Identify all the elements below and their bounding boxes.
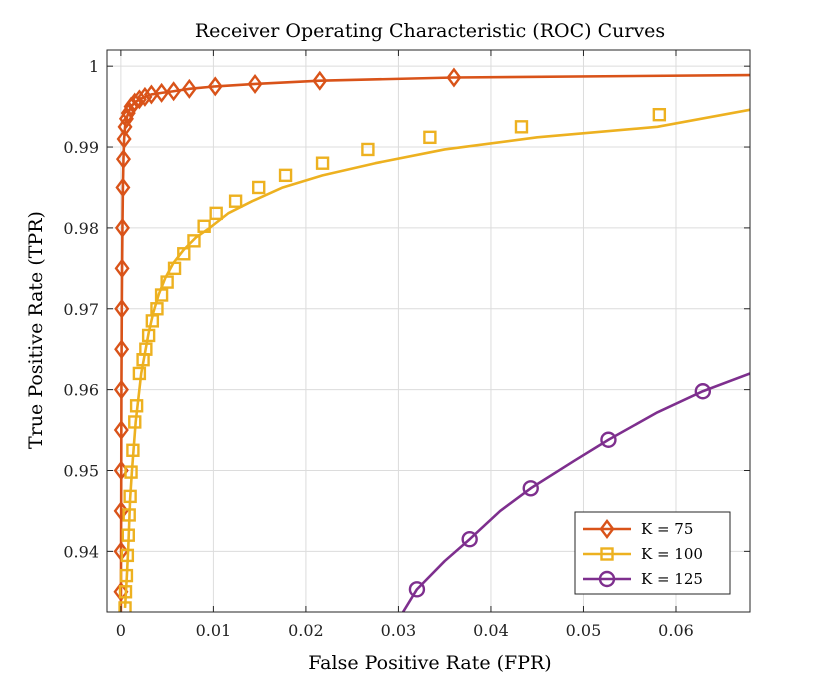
data-point-marker — [315, 156, 330, 170]
data-point-marker — [139, 342, 153, 356]
data-point-marker — [167, 261, 182, 276]
series-diamond — [113, 67, 750, 612]
data-point-marker — [177, 247, 191, 261]
data-point-marker — [126, 443, 140, 457]
data-point-marker — [228, 194, 243, 208]
legend-marker — [598, 570, 616, 588]
legend-label: K = 75 — [641, 520, 693, 538]
data-point-marker — [122, 508, 136, 522]
data-point-marker — [522, 480, 539, 497]
data-point-marker — [312, 70, 328, 91]
data-point-marker — [120, 103, 136, 124]
y-tick-label: 0.98 — [63, 219, 99, 238]
data-point-marker — [197, 219, 211, 233]
data-point-marker — [118, 585, 133, 599]
data-point-marker — [600, 431, 617, 448]
data-point-marker — [113, 379, 129, 400]
data-point-marker — [252, 180, 266, 195]
legend: K = 75 K = 100 K = 125 — [574, 511, 731, 595]
plot-frame — [106, 49, 751, 613]
data-point-marker — [115, 149, 131, 170]
data-point-marker — [114, 298, 130, 319]
data-point-marker — [131, 89, 147, 110]
data-point-marker — [120, 548, 135, 563]
data-point-marker — [114, 258, 130, 279]
data-point-marker — [209, 206, 223, 221]
data-point-marker — [446, 67, 462, 88]
data-point-marker — [113, 420, 129, 441]
grid-lines — [107, 50, 750, 612]
data-point-marker — [154, 288, 169, 302]
data-point-marker — [118, 108, 134, 129]
series-circle — [401, 372, 750, 612]
x-tick-label: 0.05 — [566, 621, 602, 640]
x-tick-label: 0.06 — [658, 621, 694, 640]
data-point-marker — [114, 339, 130, 360]
x-tick-label: 0.01 — [196, 621, 232, 640]
x-tick-label: 0.04 — [473, 621, 509, 640]
x-tick-label: 0.02 — [288, 621, 324, 640]
data-point-marker — [115, 177, 131, 198]
data-point-marker — [187, 234, 201, 248]
data-point-marker — [361, 142, 375, 157]
data-point-marker — [514, 120, 529, 134]
data-point-marker — [150, 302, 164, 316]
y-tick-label: 0.97 — [63, 300, 99, 319]
data-point-marker — [128, 415, 142, 429]
data-point-marker — [118, 601, 132, 612]
data-point-marker — [121, 528, 135, 542]
x-tick-label: 0 — [116, 621, 126, 640]
legend-marker — [600, 547, 614, 561]
y-tick-label: 0.96 — [63, 381, 99, 400]
data-point-marker — [116, 128, 132, 149]
data-point-marker — [132, 366, 147, 381]
legend-label: K = 100 — [641, 545, 703, 563]
data-point-marker — [123, 489, 137, 504]
series-line — [123, 108, 750, 609]
chart-title: Receiver Operating Characteristic (ROC) … — [195, 20, 665, 42]
data-point-marker — [141, 328, 156, 343]
data-point-marker — [207, 76, 223, 97]
data-point-marker — [160, 275, 174, 289]
data-point-marker — [127, 92, 143, 113]
legend-marker — [599, 519, 615, 539]
y-tick-label: 0.99 — [63, 138, 99, 157]
legend-item: K = 100 — [583, 545, 703, 563]
data-point-marker — [119, 568, 134, 583]
data-point-marker — [461, 531, 478, 548]
data-point-marker — [423, 130, 437, 145]
legend-label: K = 125 — [641, 570, 703, 588]
data-point-marker — [113, 500, 129, 521]
series-line — [401, 372, 750, 612]
data-point-marker — [124, 465, 138, 479]
data-point-marker — [154, 82, 170, 103]
series-layer — [113, 67, 750, 612]
data-point-marker — [123, 96, 139, 117]
legend-item: K = 75 — [583, 519, 693, 539]
series-square — [118, 107, 750, 612]
data-point-marker — [114, 217, 130, 238]
data-point-marker — [137, 86, 153, 107]
data-point-marker — [166, 81, 182, 102]
y-tick-label: 0.95 — [63, 461, 99, 480]
x-axis-label: False Positive Rate (FPR) — [308, 652, 551, 674]
data-point-marker — [247, 73, 263, 94]
data-point-marker — [694, 383, 712, 400]
data-point-marker — [129, 399, 144, 413]
legend-item: K = 125 — [583, 570, 703, 588]
data-point-marker — [652, 107, 667, 122]
data-point-marker — [181, 78, 197, 99]
axis-ticks: 0 0.01 0.02 0.03 0.04 0.05 0.06 0.94 0.95 0.96 0.9… — [63, 50, 750, 640]
y-axis-label: True Positive Rate (TPR) — [25, 211, 47, 449]
y-tick-label: 0.94 — [63, 542, 99, 561]
y-tick-label: 1 — [89, 57, 99, 76]
data-point-marker — [278, 168, 293, 183]
x-tick-label: 0.03 — [381, 621, 417, 640]
data-point-marker — [408, 581, 426, 598]
